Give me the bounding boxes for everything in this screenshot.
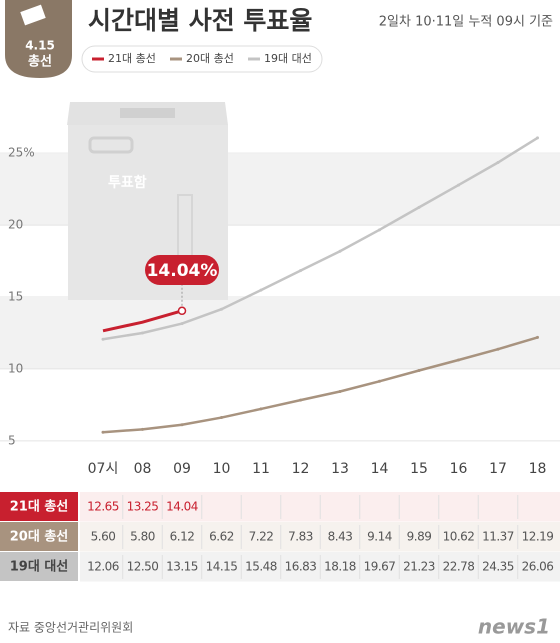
badge-label: 총선 <box>28 54 52 70</box>
x-tick-label: 18 <box>529 461 547 477</box>
point <box>141 331 144 335</box>
point <box>536 335 539 339</box>
x-tick-label: 10 <box>213 461 231 477</box>
table-value: 9.14 <box>367 530 392 544</box>
x-tick-label: 12 <box>292 461 310 477</box>
table-value: 6.62 <box>209 530 234 544</box>
table-value: 12.19 <box>522 530 554 544</box>
x-tick-label: 15 <box>410 461 428 477</box>
legend-box <box>81 45 323 73</box>
table-value: 12.06 <box>87 560 119 574</box>
point <box>378 379 381 383</box>
legend-label: 21대 총선 <box>108 52 156 65</box>
point <box>299 398 302 402</box>
y-tick-label: 10 <box>8 361 23 375</box>
x-tick-label: 11 <box>252 461 270 477</box>
table-value: 11.37 <box>482 530 514 544</box>
badge: 4.15 총선 <box>5 0 72 78</box>
table-value: 14.04 <box>166 500 198 514</box>
x-tick-label: 14 <box>371 461 389 477</box>
table-value: 19.67 <box>364 560 396 574</box>
point <box>141 427 144 431</box>
table-value: 24.35 <box>482 560 514 574</box>
point <box>378 228 381 232</box>
table-value: 18.18 <box>324 560 356 574</box>
table-value: 9.89 <box>407 530 432 544</box>
row-header-label: 20대 총선 <box>10 529 69 545</box>
point <box>180 322 184 326</box>
table-value: 8.43 <box>328 530 353 544</box>
grid-band <box>0 297 560 369</box>
table-value: 5.60 <box>91 530 116 544</box>
annotation-point <box>177 306 187 316</box>
source: 자료 중앙선거관리위원회 <box>8 621 133 635</box>
point <box>259 288 263 292</box>
row-header-label: 21대 총선 <box>10 499 69 515</box>
series-line <box>102 309 183 333</box>
point <box>457 358 460 362</box>
point <box>496 347 500 351</box>
logo: news1 <box>478 615 550 639</box>
y-tick-label: 20 <box>8 218 23 232</box>
x-tick-label: 08 <box>134 461 152 477</box>
table-value: 10.62 <box>443 530 475 544</box>
point <box>457 183 460 187</box>
table-value: 13.25 <box>127 500 159 514</box>
chart-title: 시간대별 사전 투표율 <box>88 6 312 35</box>
point <box>101 337 105 341</box>
x-tick-label: 09 <box>173 461 191 477</box>
table-value: 13.15 <box>166 560 198 574</box>
badge-date: 4.15 <box>25 39 55 53</box>
point <box>417 369 421 373</box>
point <box>220 307 223 311</box>
legend-label: 19대 대선 <box>264 52 312 65</box>
point <box>101 430 105 434</box>
table-value: 16.83 <box>285 560 317 574</box>
y-tick-label: 15 <box>8 290 23 304</box>
y-tick-label: 25% <box>8 146 35 160</box>
table-value: 7.22 <box>249 530 274 544</box>
annotation-box <box>145 255 219 285</box>
row-header <box>0 492 78 521</box>
x-tick-label: 13 <box>331 461 349 477</box>
row-header <box>0 552 78 581</box>
x-tick-label: 16 <box>450 461 468 477</box>
table-value: 6.12 <box>170 530 195 544</box>
box-label: 투표함 <box>108 174 147 191</box>
point <box>338 390 342 394</box>
table-value: 15.48 <box>245 560 277 574</box>
x-tick-label: 17 <box>489 461 507 477</box>
y-tick-label: 5 <box>8 433 16 447</box>
table-value: 12.65 <box>87 500 119 514</box>
table-value: 22.78 <box>443 560 475 574</box>
point <box>417 205 421 209</box>
x-tick-label: 07시 <box>88 461 119 477</box>
table-value: 14.15 <box>206 560 238 574</box>
point <box>180 423 184 427</box>
point <box>299 269 302 273</box>
chart-subtitle: 2일차 10·11일 누적 09시 기준 <box>379 15 553 30</box>
point <box>259 407 263 411</box>
point <box>496 161 500 165</box>
table-value: 5.80 <box>130 530 155 544</box>
series-line <box>102 136 539 341</box>
table-value: 7.83 <box>288 530 313 544</box>
row-header <box>0 522 78 551</box>
table-value: 12.50 <box>127 560 159 574</box>
point <box>338 249 342 253</box>
row-header-label: 19대 대선 <box>10 559 69 575</box>
table-value: 26.06 <box>522 560 554 574</box>
table-value: 21.23 <box>403 560 435 574</box>
annotation: 14.04% <box>147 261 218 281</box>
legend-label: 20대 총선 <box>186 52 234 65</box>
point <box>220 416 223 420</box>
series-line <box>102 336 538 434</box>
point <box>536 136 539 140</box>
